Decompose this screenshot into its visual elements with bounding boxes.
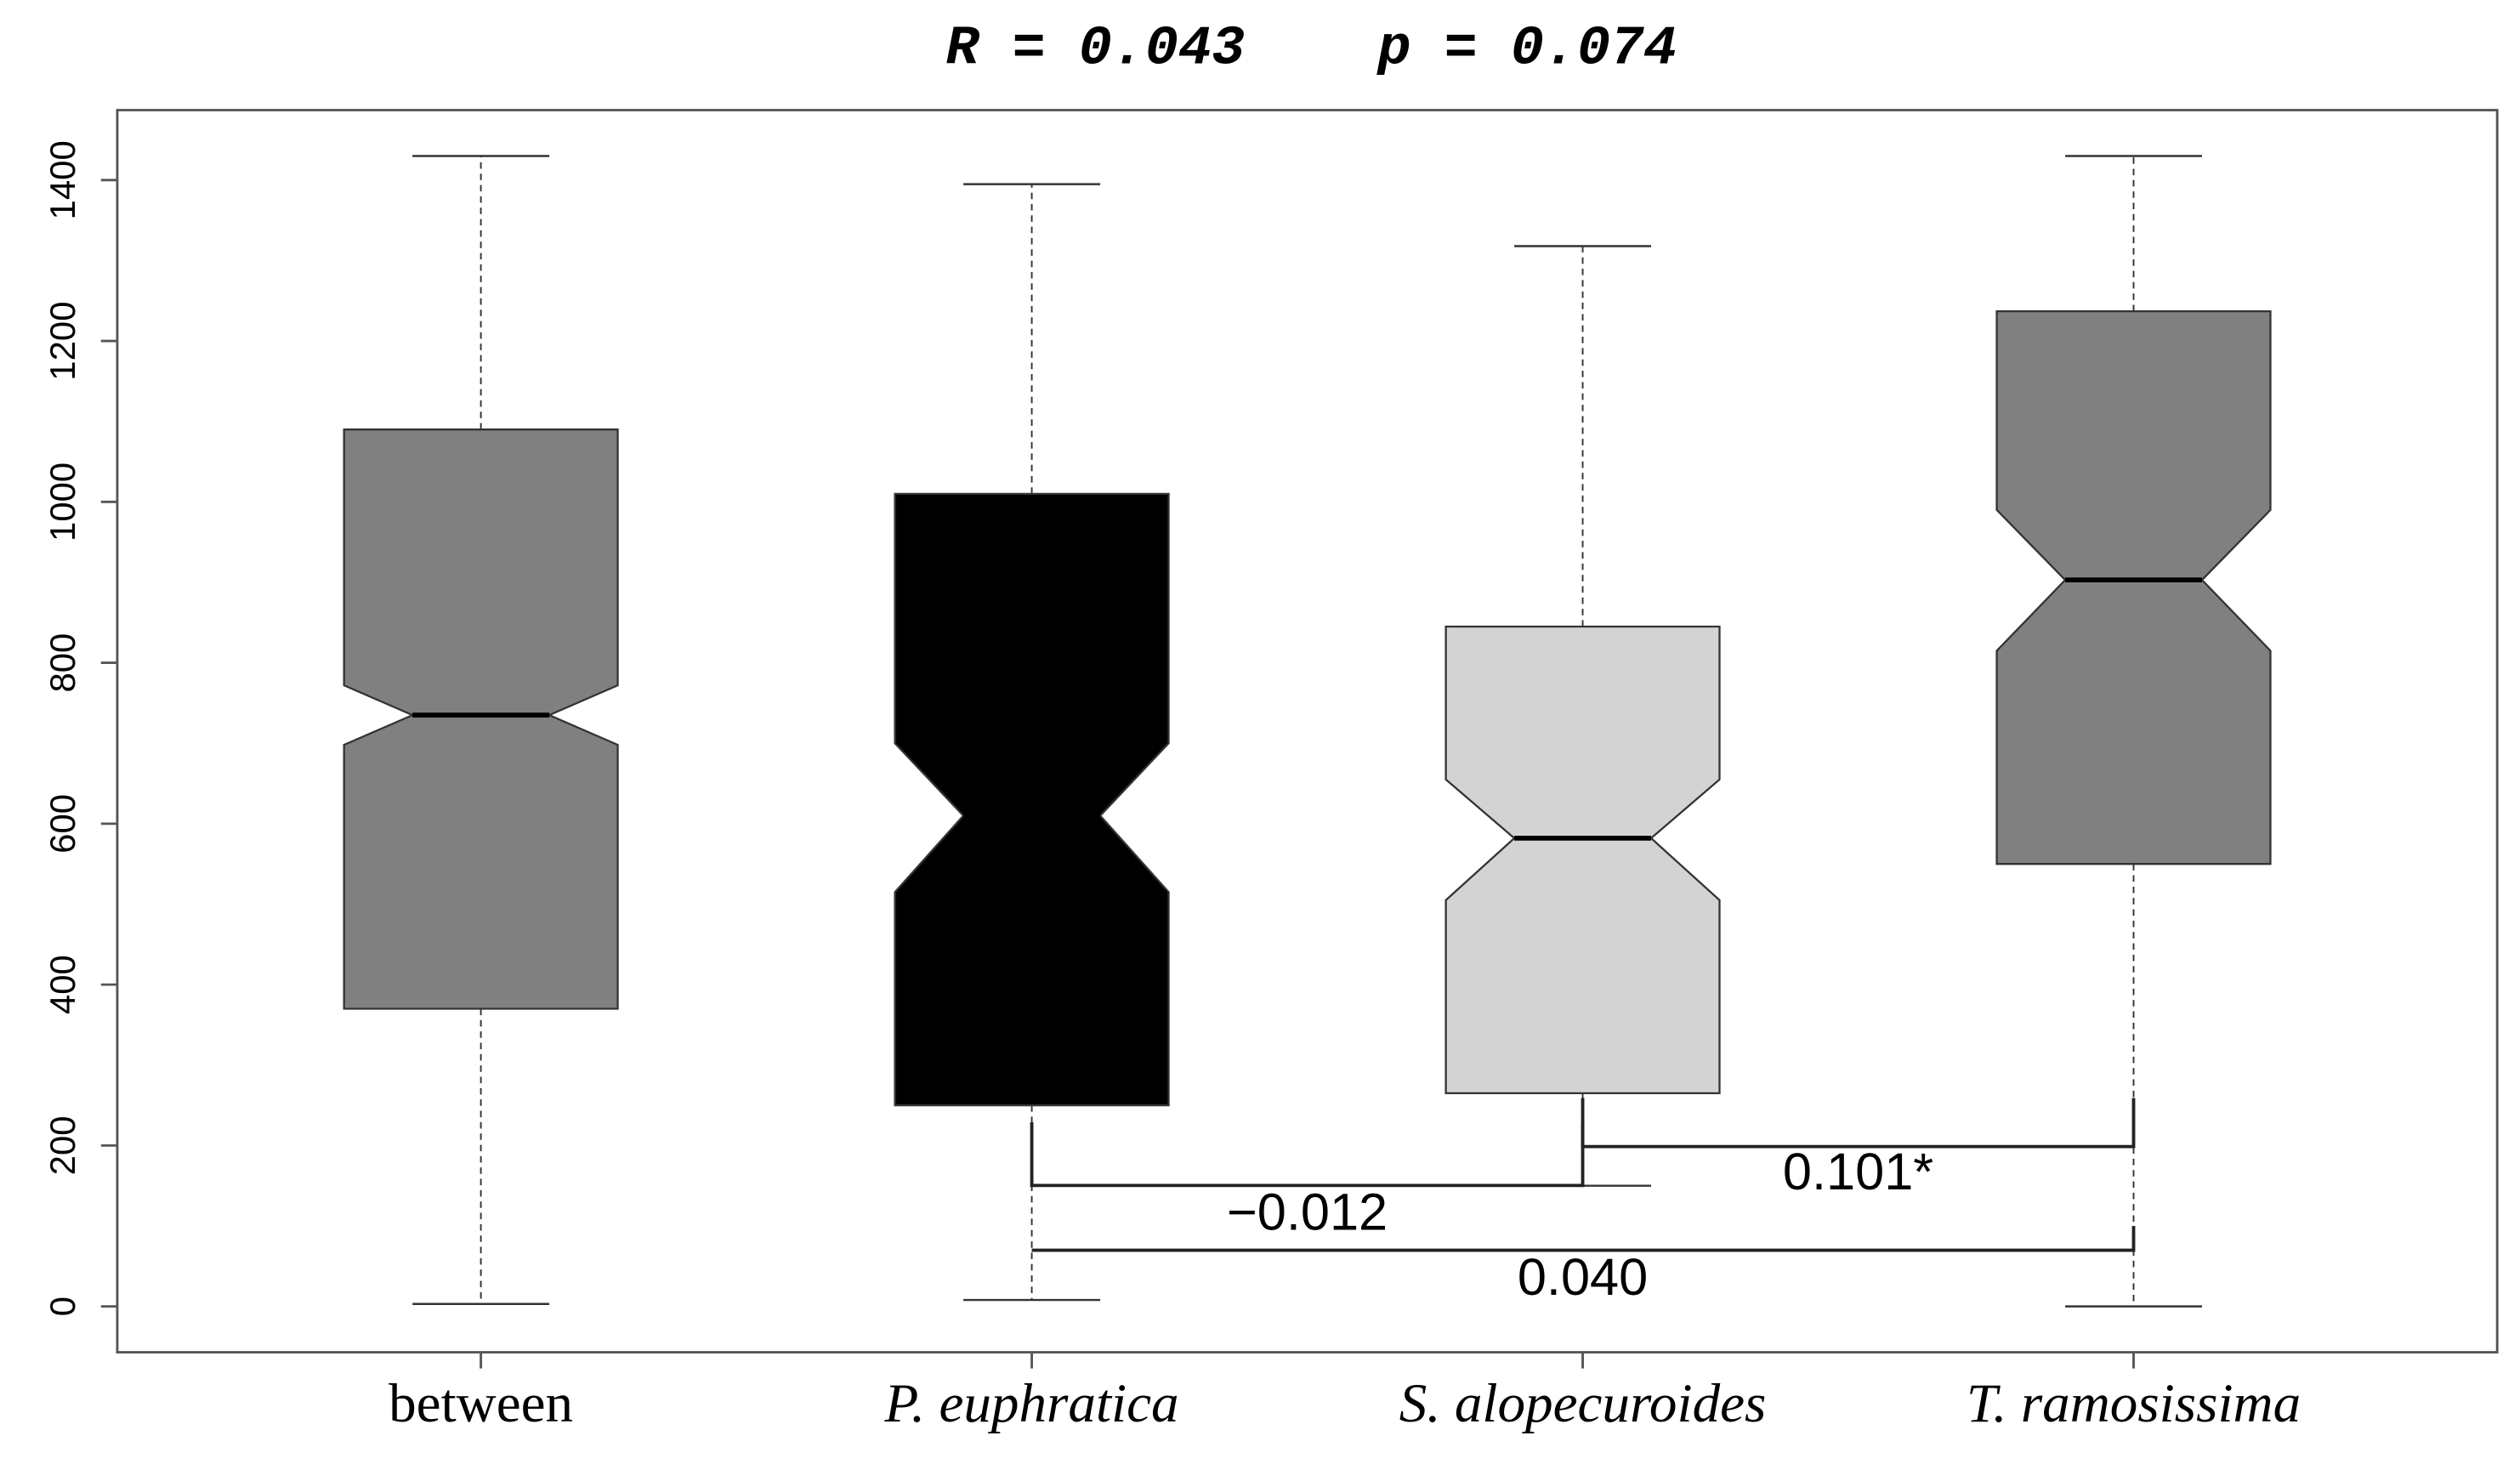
chart-title: R = 0.043 p = 0.074: [945, 17, 1677, 80]
y-tick-label: 1200: [43, 302, 82, 381]
comparison-label: 0.101*: [1783, 1143, 1933, 1200]
plot-frame: [116, 109, 2499, 1353]
x-tick-label: P. euphratica: [884, 1373, 1179, 1434]
y-tick-label: 1000: [43, 462, 82, 542]
box: [1444, 625, 1721, 1095]
y-tick-label: 400: [43, 955, 82, 1014]
y-tick-label: 1400: [43, 140, 82, 219]
comparison-bracket: [1030, 1098, 1585, 1188]
comparison-label: 0.040: [1518, 1248, 1648, 1306]
x-tick-label: S. alopecuroides: [1399, 1373, 1767, 1434]
x-tick-label: T. ramosissima: [1967, 1373, 2301, 1434]
y-tick-label: 200: [43, 1115, 82, 1175]
box: [343, 428, 619, 1010]
x-tick-label: between: [389, 1373, 573, 1434]
y-tick-label: 600: [43, 794, 82, 854]
box: [894, 492, 1170, 1107]
y-tick-label: 0: [43, 1297, 82, 1316]
comparison-label: −0.012: [1227, 1183, 1388, 1241]
y-tick-label: 800: [43, 633, 82, 693]
comparison-bracket: [1031, 1225, 2136, 1252]
box: [1995, 309, 2272, 865]
comparison-bracket: [1581, 1098, 2136, 1149]
